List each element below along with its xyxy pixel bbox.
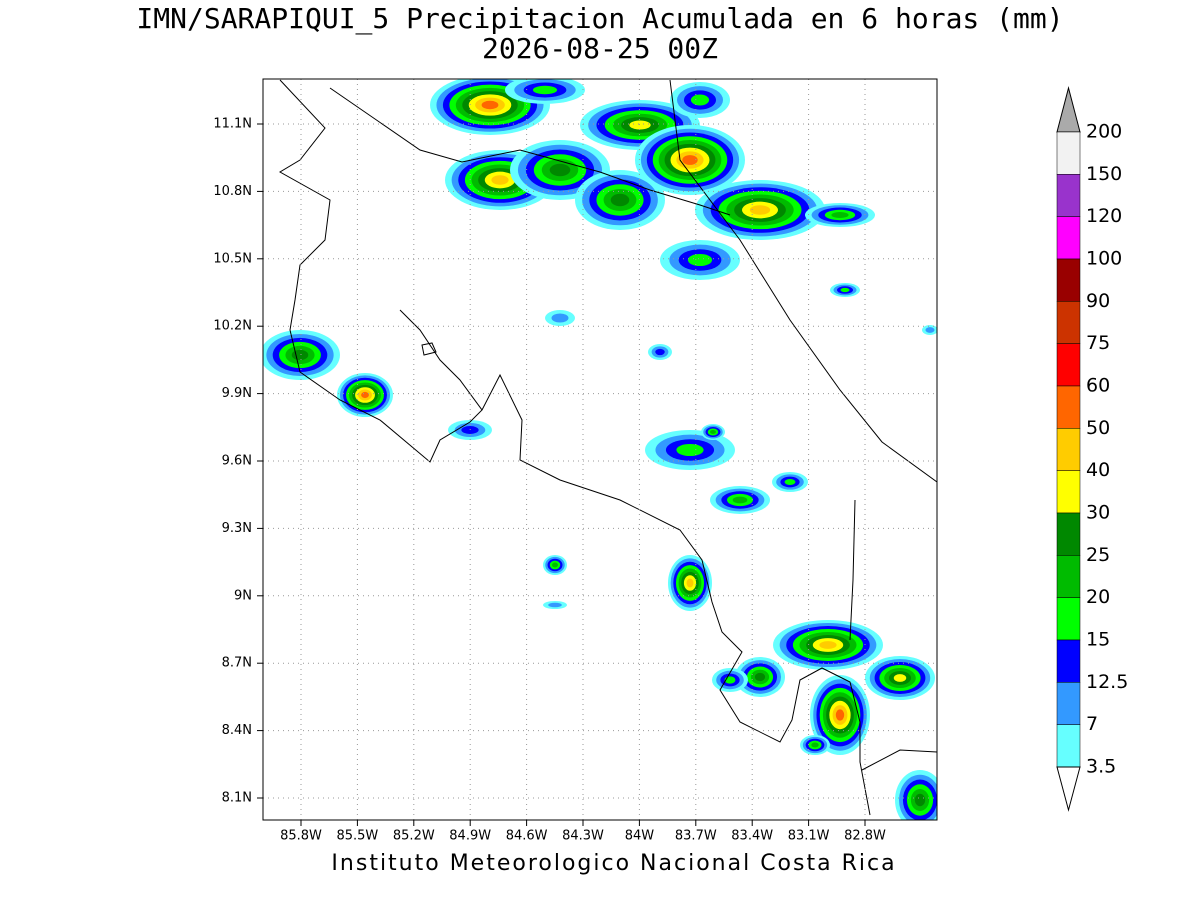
lon-tick-label: 83.1W xyxy=(788,829,830,844)
rain-cell xyxy=(893,674,907,682)
colorbar-label: 15 xyxy=(1086,629,1110,651)
rain-cell xyxy=(491,175,509,185)
colorbar-band xyxy=(1056,597,1081,641)
rain-cell xyxy=(831,212,849,218)
colorbar-label: 60 xyxy=(1086,375,1110,397)
colorbar-label: 25 xyxy=(1086,544,1110,566)
lat-tick-label: 10.2N xyxy=(213,319,252,334)
colorbar-top xyxy=(1056,86,1081,133)
colorbar-label: 200 xyxy=(1086,121,1122,143)
lat-tick-label: 9.9N xyxy=(222,386,252,401)
rain-cell xyxy=(552,562,558,568)
colorbar-label: 7 xyxy=(1086,713,1098,735)
lon-tick-label: 83.4W xyxy=(731,829,773,844)
lon-tick-label: 84W xyxy=(625,829,655,844)
rain-cell xyxy=(840,287,850,293)
rain-cell xyxy=(819,641,837,649)
lat-tick-label: 10.8N xyxy=(213,184,252,199)
lat-tick-label: 8.7N xyxy=(222,656,252,671)
colorbar-band xyxy=(1056,301,1081,344)
lat-tick-label: 10.5N xyxy=(213,251,252,266)
lon-tick-label: 84.9W xyxy=(449,829,491,844)
lon-tick-label: 85.8W xyxy=(280,829,322,844)
rain-cell xyxy=(784,478,796,486)
title: IMN/SARAPIQUI_5 Precipitacion Acumulada … xyxy=(136,2,1063,36)
colorbar-bottom xyxy=(1056,766,1081,812)
rain-cell xyxy=(549,163,571,177)
colorbar-band xyxy=(1056,724,1081,768)
rain-cell xyxy=(754,672,766,682)
lat-tick-label: 9.6N xyxy=(222,454,252,469)
colorbar-band xyxy=(1056,470,1081,514)
rain-cell xyxy=(686,578,694,588)
colorbar-band xyxy=(1056,385,1081,429)
lat-tick-label: 9.3N xyxy=(222,521,252,536)
colorbar: 200 150 120 100 90 75 60 50 40 30 25 20 15 12.5 7 3.5 xyxy=(1056,86,1128,812)
rain-cell xyxy=(914,793,926,807)
rain-cell xyxy=(629,120,651,130)
rain-cell xyxy=(548,602,562,608)
colorbar-label: 20 xyxy=(1086,586,1110,608)
colorbar-label: 120 xyxy=(1086,205,1122,227)
rain-cell xyxy=(690,94,710,106)
colorbar-label: 100 xyxy=(1086,248,1122,270)
rain-cell xyxy=(925,327,935,333)
colorbar-label: 30 xyxy=(1086,502,1110,524)
rain-cell xyxy=(811,742,819,748)
colorbar-band xyxy=(1056,555,1081,598)
rain-cell xyxy=(481,100,499,110)
lon-tick-label: 83.7W xyxy=(675,829,717,844)
colorbar-band xyxy=(1056,682,1081,725)
map-frame xyxy=(262,78,938,821)
rain-cell xyxy=(361,391,369,399)
subtitle: 2026-08-25 00Z xyxy=(482,32,718,65)
precipitation-field xyxy=(263,79,937,820)
rain-cell xyxy=(687,253,713,267)
colorbar-label: 12.5 xyxy=(1086,671,1128,693)
rain-cell xyxy=(676,443,704,457)
coastlines xyxy=(279,79,937,816)
footer: Instituto Meteorologico Nacional Costa R… xyxy=(331,851,896,876)
rain-cell xyxy=(610,193,630,207)
rain-cell xyxy=(682,155,698,165)
rain-cell xyxy=(749,205,771,215)
lat-tick-label: 8.1N xyxy=(222,791,252,806)
colorbar-band xyxy=(1056,216,1081,260)
lat-tick-label: 8.4N xyxy=(222,723,252,738)
graticule: 85.8W 85.5W 85.2W 84.9W 84.6W 84.3W 84W 83.7W 83… xyxy=(213,79,937,844)
colorbar-label: 40 xyxy=(1086,459,1110,481)
rain-cell xyxy=(461,426,479,434)
colorbar-label: 75 xyxy=(1086,332,1110,354)
colorbar-band xyxy=(1056,512,1081,556)
colorbar-band xyxy=(1056,258,1081,302)
colorbar-label: 150 xyxy=(1086,163,1122,185)
colorbar-band xyxy=(1056,343,1081,387)
lon-tick-label: 84.3W xyxy=(562,829,604,844)
lon-tick-label: 85.5W xyxy=(336,829,378,844)
colorbar-band xyxy=(1056,131,1081,175)
lon-tick-label: 82.8W xyxy=(844,829,886,844)
rain-cell xyxy=(835,709,845,721)
rain-cell xyxy=(710,430,716,434)
rain-cell xyxy=(532,85,558,95)
lon-tick-label: 85.2W xyxy=(393,829,435,844)
lat-tick-label: 11.1N xyxy=(213,117,252,132)
rain-cell xyxy=(551,313,569,323)
rain-cell xyxy=(291,349,309,361)
colorbar-band xyxy=(1056,639,1081,683)
colorbar-label: 3.5 xyxy=(1086,756,1116,778)
colorbar-band xyxy=(1056,174,1081,217)
lon-tick-label: 84.6W xyxy=(506,829,548,844)
lat-tick-label: 9N xyxy=(234,588,252,603)
colorbar-label: 50 xyxy=(1086,417,1110,439)
colorbar-label: 90 xyxy=(1086,290,1110,312)
rain-cell xyxy=(732,496,748,504)
rain-cell xyxy=(655,348,665,356)
colorbar-band xyxy=(1056,428,1081,471)
